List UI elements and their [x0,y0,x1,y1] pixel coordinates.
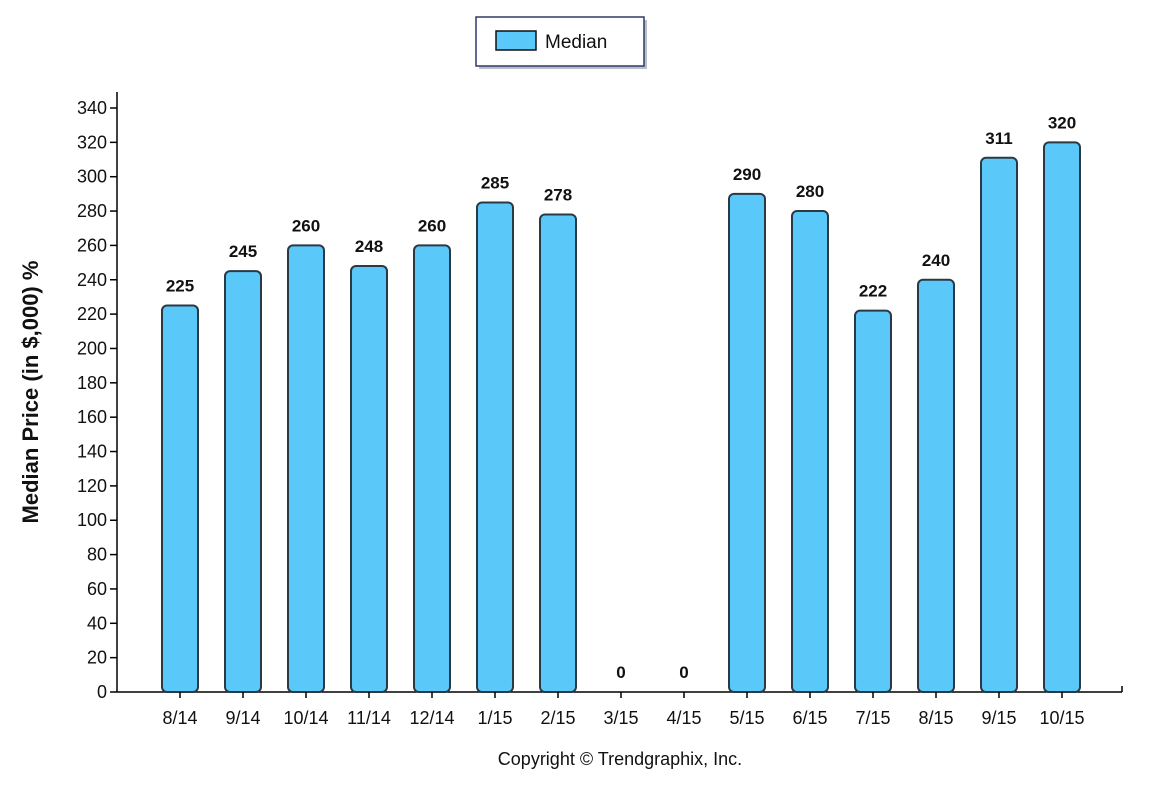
x-tick-label: 1/15 [477,708,512,728]
bar [539,213,577,693]
legend-label: Median [545,32,607,53]
data-label: 240 [922,251,950,270]
bar [791,210,829,693]
data-label: 0 [679,663,688,682]
copyright-text: Copyright © Trendgraphix, Inc. [498,749,742,769]
x-tick-label: 4/15 [666,708,701,728]
y-tick-label: 40 [87,613,107,633]
y-tick-label: 300 [77,167,107,187]
x-tick-label: 8/14 [162,708,197,728]
bar [350,265,388,693]
x-tick-label: 10/15 [1039,708,1084,728]
legend: Median [475,16,647,69]
data-label: 278 [544,185,572,204]
x-tick-label: 2/15 [540,708,575,728]
x-tick-label: 10/14 [283,708,328,728]
x-axis-ticks: 8/14 9/14 10/14 11/14 12/14 1/15 2/15 3/15 4/15 5… [162,692,1085,728]
y-tick-label: 0 [97,682,107,702]
bar [1043,141,1081,693]
x-tick-label: 9/14 [225,708,260,728]
y-tick-label: 320 [77,132,107,152]
x-tick-label: 8/15 [918,708,953,728]
y-tick-label: 280 [77,201,107,221]
y-tick-label: 160 [77,407,107,427]
x-tick-label: 5/15 [729,708,764,728]
y-tick-label: 200 [77,338,107,358]
y-tick-label: 60 [87,579,107,599]
data-label: 222 [859,282,887,301]
data-label: 285 [481,173,509,192]
x-tick-label: 3/15 [603,708,638,728]
data-label: 260 [292,216,320,235]
y-tick-label: 20 [87,648,107,668]
bar [728,192,766,693]
x-tick-label: 9/15 [981,708,1016,728]
y-axis-title: Median Price (in $,000) % [18,261,43,524]
x-tick-label: 6/15 [792,708,827,728]
y-tick-label: 340 [77,98,107,118]
legend-swatch [495,30,537,51]
x-tick-label: 12/14 [409,708,454,728]
data-label: 320 [1048,113,1076,132]
y-tick-label: 220 [77,304,107,324]
bar [980,156,1018,693]
y-tick-label: 240 [77,270,107,290]
bar [224,270,262,693]
x-tick-label: 7/15 [855,708,890,728]
data-label: 290 [733,165,761,184]
y-tick-label: 120 [77,476,107,496]
data-label: 0 [616,663,625,682]
bar [476,201,514,693]
y-tick-label: 180 [77,373,107,393]
data-label: 225 [166,277,194,296]
x-tick-label: 11/14 [347,708,391,728]
bar [854,309,892,693]
y-tick-label: 80 [87,545,107,565]
y-axis-ticks: 0 20 40 60 80 100 120 140 160 180 200 220 240 260 280 3… [77,98,117,702]
bar [413,244,451,693]
data-label: 260 [418,216,446,235]
bar [161,304,199,693]
bar [917,278,955,693]
data-label: 245 [229,242,257,261]
y-tick-label: 100 [77,510,107,530]
y-tick-label: 260 [77,235,107,255]
data-label: 280 [796,182,824,201]
bar [287,244,325,693]
y-tick-label: 140 [77,442,107,462]
data-label: 248 [355,237,383,256]
bars-group: 225 245 260 248 260 285 278 0 0 290 280 222 240 311 32… [161,113,1081,693]
data-label: 311 [985,129,1012,148]
